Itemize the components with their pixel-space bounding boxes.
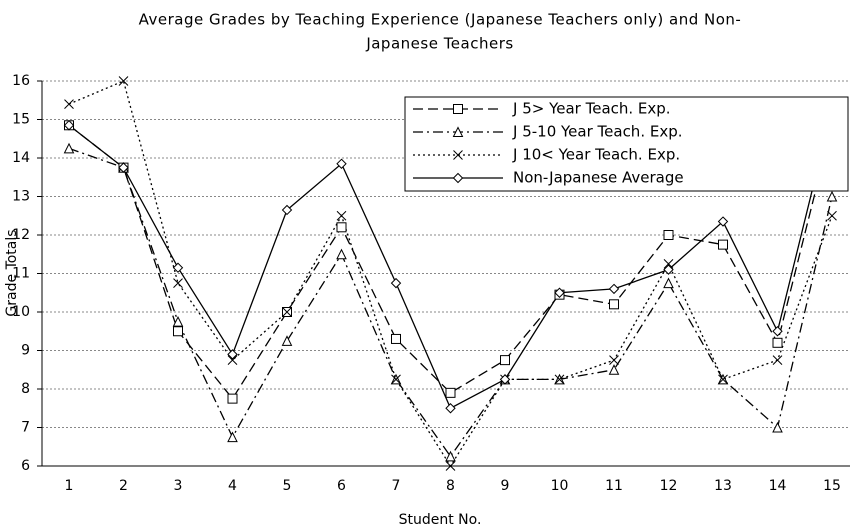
- marker: [336, 248, 347, 260]
- marker: [282, 307, 292, 317]
- x-tick-label: 15: [823, 478, 841, 494]
- marker: [453, 150, 463, 160]
- x-tick-label: 5: [283, 478, 292, 494]
- x-tick-label: 8: [446, 478, 455, 494]
- marker: [663, 230, 674, 240]
- chart-title: Japanese Teachers: [365, 35, 513, 53]
- x-tick-label: 3: [174, 478, 183, 494]
- marker: [772, 421, 783, 433]
- marker: [227, 349, 238, 360]
- y-tick-label: 12: [12, 227, 30, 243]
- marker: [500, 355, 510, 366]
- x-tick-label: 6: [337, 478, 346, 494]
- marker: [772, 337, 783, 348]
- x-tick-label: 10: [551, 478, 569, 494]
- marker: [118, 162, 129, 173]
- marker: [391, 374, 401, 385]
- marker: [608, 364, 620, 375]
- marker: [609, 355, 619, 365]
- marker: [452, 126, 464, 137]
- marker: [718, 374, 728, 385]
- marker: [718, 239, 728, 250]
- marker: [453, 104, 463, 114]
- y-tick-label: 7: [21, 420, 30, 436]
- marker: [445, 450, 456, 462]
- y-tick-label: 15: [12, 112, 30, 128]
- x-tick-label: 11: [605, 478, 623, 494]
- y-tick-label: 9: [21, 343, 30, 359]
- marker: [390, 277, 402, 289]
- y-tick-label: 14: [12, 150, 30, 166]
- x-tick-label: 2: [119, 478, 128, 494]
- marker: [227, 393, 238, 404]
- y-tick-label: 11: [12, 266, 30, 282]
- marker: [663, 264, 674, 275]
- marker: [609, 299, 619, 310]
- y-tick-label: 10: [12, 304, 30, 320]
- marker: [827, 210, 837, 221]
- marker: [336, 158, 347, 169]
- marker: [554, 374, 565, 385]
- marker: [391, 333, 401, 344]
- legend-label: J 10< Year Teach. Exp.: [512, 146, 680, 164]
- x-tick-label: 1: [65, 478, 74, 494]
- y-tick-label: 16: [12, 73, 30, 89]
- marker: [336, 222, 347, 233]
- x-tick-label: 13: [714, 478, 732, 494]
- marker: [173, 326, 183, 337]
- y-axis-label: Grade Totals: [4, 229, 20, 316]
- marker: [554, 287, 565, 298]
- marker: [227, 431, 238, 443]
- y-tick-label: 13: [12, 189, 30, 205]
- x-tick-label: 14: [769, 478, 787, 494]
- x-tick-label: 12: [660, 478, 678, 494]
- x-tick-label: 7: [392, 478, 401, 494]
- marker: [172, 262, 184, 273]
- marker: [452, 172, 464, 184]
- marker: [772, 326, 783, 337]
- legend-box: [404, 96, 849, 192]
- marker: [499, 374, 511, 385]
- marker: [281, 204, 293, 216]
- marker: [336, 210, 347, 221]
- marker: [172, 316, 184, 327]
- marker: [63, 120, 75, 131]
- series-line: [68, 147, 833, 458]
- marker: [663, 277, 674, 289]
- legend-label: J 5-10 Year Teach. Exp.: [512, 123, 683, 141]
- marker: [445, 387, 456, 398]
- marker: [227, 355, 238, 365]
- marker: [64, 99, 74, 109]
- marker: [608, 283, 620, 295]
- marker: [445, 403, 456, 414]
- x-tick-label: 9: [501, 478, 510, 494]
- legend-label: Non-Japanese Average: [513, 169, 684, 187]
- y-tick-label: 6: [21, 458, 30, 474]
- legend-label: J 5> Year Teach. Exp.: [512, 100, 671, 118]
- x-tick-label: 4: [228, 478, 237, 494]
- marker: [717, 216, 729, 227]
- marker: [772, 355, 783, 365]
- chart-title: Average Grades by Teaching Experience (J…: [139, 11, 742, 29]
- marker: [281, 335, 293, 346]
- y-tick-label: 8: [21, 381, 30, 397]
- marker: [445, 461, 456, 471]
- marker: [63, 142, 75, 154]
- series-line: [68, 124, 833, 400]
- marker: [173, 278, 183, 288]
- marker: [118, 76, 129, 86]
- marker: [826, 190, 838, 202]
- marker: [663, 259, 674, 269]
- x-axis-label: Student No.: [399, 512, 482, 528]
